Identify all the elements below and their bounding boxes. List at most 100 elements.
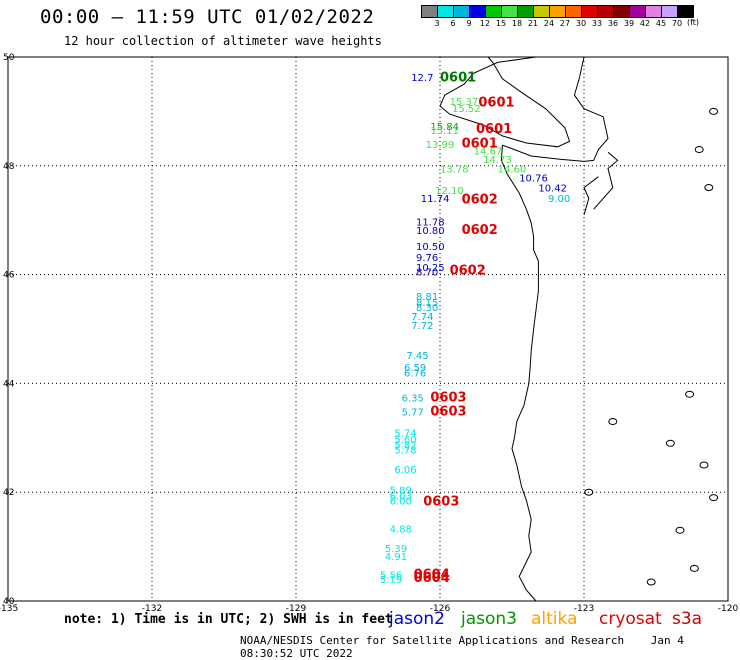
coastline-segment [502, 56, 609, 162]
pass-time-label: 0602 [462, 192, 498, 207]
scale-label: 6 [450, 19, 456, 28]
scale-label: 15 [495, 19, 507, 28]
lat-tick-label: 48 [3, 162, 15, 172]
wave-height-label: 14.73 [483, 155, 512, 166]
scale-label: 18 [511, 19, 523, 28]
scale-unit: (ft) [687, 18, 700, 27]
wave-height-label: 12.10 [435, 186, 464, 197]
wave-observations: 060112.7060115.3715.52060115.8415.110601… [380, 70, 570, 586]
footer-note: note: 1) Time is in UTC; 2) SWH is in fe… [64, 612, 393, 627]
wave-height-label: 6.59 [404, 363, 426, 374]
wave-height-label: 5.82 [394, 441, 416, 452]
scale-label: 3 [434, 19, 440, 28]
scale-swatch [677, 5, 694, 18]
lon-tick-label: -132 [142, 604, 162, 614]
wave-height-label: 4.88 [390, 524, 412, 535]
coastline-segment [583, 176, 599, 215]
wave-height-label: 4.91 [385, 552, 407, 563]
wave-height-label: 15.52 [452, 104, 481, 115]
wave-height-label: 7.45 [406, 351, 428, 362]
lake-outline [584, 488, 594, 496]
pass-time-label: 0602 [450, 264, 486, 279]
lake-outline [689, 564, 699, 572]
satellite-cryosat: cryosat [599, 609, 662, 629]
wave-height-label: 13.99 [426, 140, 455, 151]
color-scale: 3 6 9 12 15 18 21 24 27 30 33 36 39 42 45 70 (ft) [421, 5, 699, 28]
wave-height-label: 5.77 [402, 407, 424, 418]
pass-time-label: 0601 [440, 70, 476, 85]
scale-label: 27 [559, 19, 571, 28]
pass-time-label: 0601 [476, 122, 512, 137]
color-scale-swatches [421, 5, 699, 18]
wave-height-label: 6.03 [390, 491, 412, 502]
wave-height-label: 10.50 [416, 242, 445, 253]
lake-outline [704, 184, 714, 192]
map-title: 00:00 – 11:59 UTC 01/02/2022 [40, 6, 375, 28]
lon-tick-label: -135 [0, 604, 18, 614]
wave-height-label: 12.7 [411, 73, 433, 84]
pass-time-label: 0603 [430, 404, 466, 419]
wave-height-label: 8.30 [416, 303, 438, 314]
wave-height-label: 9.00 [548, 194, 570, 205]
wave-height-label: 5.19 [380, 575, 402, 586]
lake-outline [608, 417, 618, 425]
wave-height-label: 9.76 [416, 253, 438, 264]
map-tick-labels: -135 -132 -129 -126 -123 -120 50 48 46 44 42 40 [0, 53, 738, 614]
wave-height-label: 6.35 [402, 393, 424, 404]
lon-tick-label: -123 [574, 604, 594, 614]
lake-outline [709, 494, 719, 502]
wave-height-label: 7.74 [411, 312, 433, 323]
wave-height-label: 5.89 [390, 485, 412, 496]
scale-label: 42 [639, 19, 651, 28]
pass-time-label: 0604 [414, 571, 450, 586]
map-subtitle: 12 hour collection of altimeter wave hei… [64, 34, 382, 48]
lake-outline [675, 526, 685, 534]
wave-height-label: 10.25 [416, 263, 445, 274]
map-grid [8, 57, 728, 601]
lat-tick-label: 46 [3, 271, 15, 281]
satellite-jason3: jason3 [461, 609, 517, 629]
lake-outline [685, 390, 695, 398]
wave-height-label: 14.60 [498, 164, 527, 175]
wave-height-label: 6.00 [390, 497, 412, 508]
wave-height-label: 6.76 [404, 368, 426, 379]
credit-organization: NOAA/NESDIS Center for Satellite Applica… [240, 634, 625, 647]
map-frame [7, 56, 729, 602]
scale-label: 12 [479, 19, 491, 28]
pass-time-label: 0604 [414, 568, 450, 583]
coastline [439, 56, 719, 602]
satellite-s3a: s3a [672, 609, 703, 629]
wave-height-label: 15.37 [450, 97, 479, 108]
lake-outline [709, 107, 719, 115]
scale-label: 33 [591, 19, 603, 28]
wave-height-label: 8.81 [416, 292, 438, 303]
coastline-segment [593, 151, 619, 210]
scale-label: 36 [607, 19, 619, 28]
wave-height-label: 11.74 [421, 194, 450, 205]
wave-height-label: 8.15 [416, 298, 438, 309]
wave-height-label: 10.76 [519, 174, 548, 185]
lake-outline [694, 145, 704, 153]
wave-height-label: 10.42 [538, 183, 567, 194]
credit-line: NOAA/NESDIS Center for Satellite Applica… [240, 634, 740, 660]
wave-height-label: 10.80 [416, 226, 445, 237]
lake-outline [646, 578, 656, 586]
scale-label: 45 [655, 19, 667, 28]
lon-tick-label: -126 [430, 604, 451, 614]
wave-height-label: 5.39 [385, 544, 407, 555]
wave-height-label: 5.74 [394, 429, 416, 440]
lat-tick-label: 40 [3, 597, 15, 607]
wave-height-label: 5.56 [380, 571, 402, 582]
lat-tick-label: 44 [3, 379, 15, 389]
wave-height-label: 15.84 [430, 122, 459, 133]
pass-time-label: 0602 [462, 223, 498, 238]
wave-height-label: 11.78 [416, 218, 445, 229]
scale-label: 70 [671, 19, 683, 28]
scale-label: 9 [466, 19, 472, 28]
lat-tick-label: 42 [3, 488, 14, 498]
wave-height-label: 5.60 [394, 435, 416, 446]
wave-height-label: 8.70 [416, 268, 438, 279]
color-scale-labels: 3 6 9 12 15 18 21 24 27 30 33 36 39 42 45 70 (ft) [421, 18, 699, 28]
wave-height-label: 13.78 [440, 164, 469, 175]
